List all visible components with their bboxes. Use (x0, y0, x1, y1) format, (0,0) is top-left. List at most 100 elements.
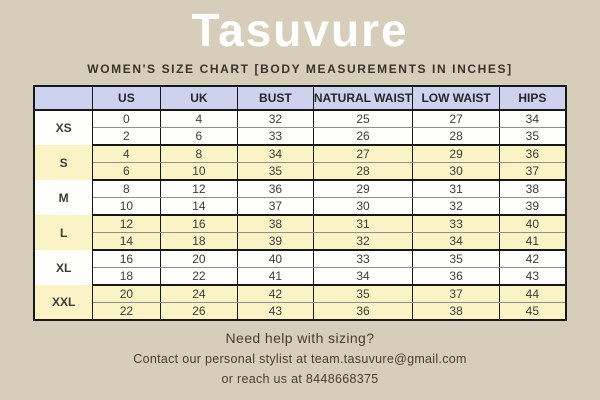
size-label-cell: XS (33, 110, 93, 145)
size-label-cell: L (33, 215, 93, 250)
measurement-cell: 10 (91, 197, 161, 216)
measurement-cell: 31 (412, 180, 501, 198)
measurement-cell: 44 (499, 285, 567, 303)
measurement-cell: 38 (499, 180, 567, 198)
column-header-cell: HIPS (499, 86, 567, 111)
size-label-cell: S (33, 145, 93, 180)
column-header-cell: BUST (236, 86, 314, 111)
footer-help-text: Need help with sizing? (225, 330, 375, 346)
measurement-cell: 26 (312, 127, 414, 146)
measurement-cell: 25 (312, 110, 414, 128)
column-header-cell: US (91, 86, 161, 111)
measurement-cell: 34 (412, 232, 501, 251)
measurement-cell: 41 (236, 267, 314, 286)
measurement-cell: 39 (236, 232, 314, 251)
measurement-cell: 34 (312, 267, 414, 286)
measurement-cell: 10 (159, 162, 238, 181)
measurement-cell: 4 (159, 110, 238, 128)
measurement-cell: 34 (236, 145, 314, 163)
measurement-cell: 42 (236, 285, 314, 303)
size-label-cell: M (33, 180, 93, 215)
measurement-cell: 14 (159, 197, 238, 216)
measurement-cell: 37 (236, 197, 314, 216)
size-chart-table: US UK BUST NATURAL WAIST LOW WAIST HIPS XS 0 4 3… (33, 85, 567, 321)
measurement-cell: 22 (159, 267, 238, 286)
table-row: 2 6 33 26 28 35 (34, 127, 567, 146)
measurement-cell: 29 (412, 145, 501, 163)
measurement-cell: 30 (412, 162, 501, 181)
measurement-cell: 31 (312, 215, 414, 233)
measurement-cell: 12 (91, 215, 161, 233)
measurement-cell: 18 (159, 232, 238, 251)
measurement-cell: 0 (91, 110, 161, 128)
measurement-cell: 36 (236, 180, 314, 198)
measurement-cell: 35 (312, 285, 414, 303)
measurement-cell: 37 (412, 285, 501, 303)
table-row: S 4 8 34 27 29 36 (33, 145, 567, 180)
measurement-cell: 26 (159, 302, 238, 321)
measurement-cell: 42 (499, 250, 567, 268)
brand-title: Tasuvure (191, 4, 409, 56)
measurement-cell: 2 (91, 127, 161, 146)
table-row: 14 18 39 32 34 41 (34, 232, 567, 251)
table-row: XXL 20 24 42 35 37 44 (33, 285, 567, 320)
measurement-cell: 41 (499, 232, 567, 251)
measurement-cell: 35 (412, 250, 501, 268)
table-row: XL 16 20 40 33 35 42 (33, 250, 567, 285)
size-chart-body: XS 0 4 32 25 27 34 2 6 33 26 28 35 S 4 8 34 27 29 36 6 10 35 28… (33, 110, 567, 321)
footer: Need help with sizing? Contact our perso… (133, 330, 467, 392)
measurement-cell: 8 (159, 145, 238, 163)
table-row: 10 14 37 30 32 39 (34, 197, 567, 216)
table-row: L 12 16 38 31 33 40 (33, 215, 567, 250)
measurement-cell: 22 (91, 302, 161, 321)
measurement-cell: 20 (159, 250, 238, 268)
measurement-cell: 33 (412, 215, 501, 233)
table-row: M 8 12 36 29 31 38 (33, 180, 567, 215)
measurement-cell: 45 (499, 302, 567, 321)
measurement-cell: 39 (499, 197, 567, 216)
measurement-cell: 32 (236, 110, 314, 128)
footer-contact-phone-text: or reach us at 8448668375 (221, 372, 379, 386)
measurement-cell: 37 (499, 162, 567, 181)
measurement-cell: 18 (91, 267, 161, 286)
measurement-cell: 32 (412, 197, 501, 216)
size-label-cell: XXL (33, 285, 93, 320)
measurement-cell: 28 (312, 162, 414, 181)
measurement-cell: 35 (236, 162, 314, 181)
measurement-cell: 27 (412, 110, 501, 128)
measurement-cell: 20 (91, 285, 161, 303)
table-row: XS 0 4 32 25 27 34 (33, 110, 567, 145)
measurement-cell: 4 (91, 145, 161, 163)
size-label-cell: XL (33, 250, 93, 285)
measurement-cell: 40 (236, 250, 314, 268)
measurement-cell: 38 (236, 215, 314, 233)
measurement-cell: 35 (499, 127, 567, 146)
measurement-cell: 6 (91, 162, 161, 181)
table-row: 18 22 41 34 36 43 (34, 267, 567, 286)
measurement-cell: 24 (159, 285, 238, 303)
table-row: 22 26 43 36 38 45 (34, 302, 567, 321)
measurement-cell: 14 (91, 232, 161, 251)
measurement-cell: 27 (312, 145, 414, 163)
measurement-cell: 33 (236, 127, 314, 146)
measurement-cell: 29 (312, 180, 414, 198)
measurement-cell: 36 (312, 302, 414, 321)
column-header-cell (33, 86, 93, 111)
measurement-cell: 36 (499, 145, 567, 163)
column-header-cell: UK (159, 86, 238, 111)
size-chart-header: US UK BUST NATURAL WAIST LOW WAIST HIPS (33, 86, 567, 111)
measurement-cell: 36 (412, 267, 501, 286)
column-header-cell: LOW WAIST (412, 86, 501, 111)
measurement-cell: 28 (412, 127, 501, 146)
footer-contact-email-text: Contact our personal stylist at team.tas… (133, 352, 467, 366)
measurement-cell: 12 (159, 180, 238, 198)
measurement-cell: 43 (236, 302, 314, 321)
measurement-cell: 33 (312, 250, 414, 268)
table-row: 6 10 35 28 30 37 (34, 162, 567, 181)
measurement-cell: 16 (91, 250, 161, 268)
page-subtitle: WOMEN'S SIZE CHART [BODY MEASUREMENTS IN… (87, 62, 513, 76)
measurement-cell: 6 (159, 127, 238, 146)
measurement-cell: 40 (499, 215, 567, 233)
header-row: US UK BUST NATURAL WAIST LOW WAIST HIPS (33, 86, 567, 111)
